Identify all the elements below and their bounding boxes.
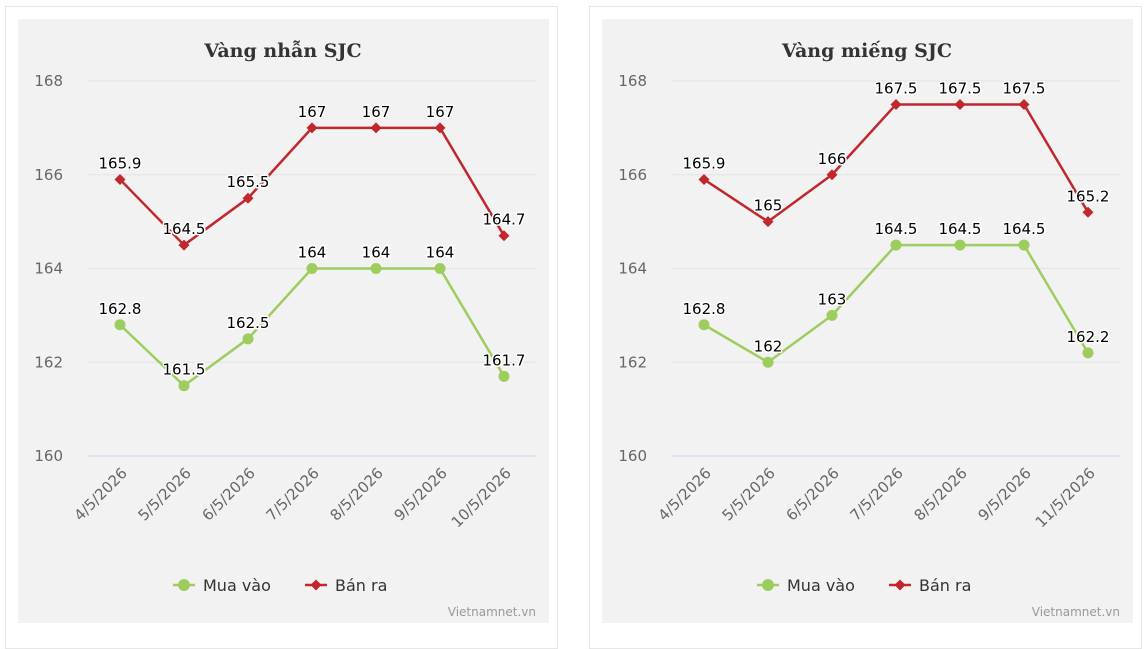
legend-marker: [894, 579, 906, 591]
chart-title: Vàng nhẫn SJC: [203, 40, 361, 62]
data-label: 165: [754, 197, 783, 215]
legend-item-ban-ra[interactable]: Bán ra: [889, 576, 971, 595]
data-label: 167.5: [875, 79, 918, 97]
data-label: 164: [298, 244, 327, 262]
y-tick-label: 166: [618, 166, 647, 184]
credits-text: Vietnamnet.vn: [1032, 605, 1120, 619]
data-label: 167: [298, 103, 327, 121]
y-tick-label: 168: [618, 72, 647, 90]
data-label: 164.7: [483, 211, 526, 229]
data-point: [698, 173, 710, 185]
y-tick-label: 168: [34, 72, 63, 90]
chart-card-vang-mieng: Vàng miếng SJC 160 162 164 166 168 4/5/2026 5/5…: [589, 6, 1142, 649]
legend-marker: [762, 579, 774, 591]
data-point: [498, 370, 510, 382]
data-label: 162.8: [683, 300, 726, 318]
data-point: [954, 239, 966, 251]
data-point: [498, 230, 510, 242]
data-label: 164.5: [163, 220, 206, 238]
data-label: 167.5: [1003, 79, 1046, 97]
data-point: [242, 333, 254, 345]
data-point: [114, 173, 126, 185]
data-point: [698, 319, 710, 331]
legend-label: Mua vào: [787, 576, 855, 595]
data-label: 161.7: [483, 351, 526, 369]
data-point: [434, 122, 446, 134]
data-label: 164.5: [875, 220, 918, 238]
legend-label: Bán ra: [335, 576, 387, 595]
data-point: [178, 239, 190, 251]
y-tick-label: 166: [34, 166, 63, 184]
data-label: 164.5: [939, 220, 982, 238]
data-label: 164.5: [1003, 220, 1046, 238]
data-point: [1018, 239, 1030, 251]
data-label: 165.5: [227, 173, 270, 191]
data-label: 164: [426, 244, 455, 262]
data-point: [890, 239, 902, 251]
chart-background: [602, 19, 1133, 623]
legend-label: Bán ra: [919, 576, 971, 595]
y-tick-label: 162: [618, 353, 647, 371]
data-point: [1018, 98, 1030, 110]
data-label: 162.2: [1067, 328, 1110, 346]
data-point: [178, 380, 190, 392]
y-tick-label: 160: [618, 447, 647, 465]
legend-item-ban-ra[interactable]: Bán ra: [305, 576, 387, 595]
y-tick-label: 164: [618, 260, 647, 278]
legend-marker: [178, 579, 190, 591]
data-point: [114, 319, 126, 331]
data-label: 162.5: [227, 314, 270, 332]
data-point: [762, 216, 774, 228]
data-label: 162: [754, 337, 783, 355]
data-point: [826, 309, 838, 321]
data-label: 165.2: [1067, 187, 1110, 205]
data-point: [306, 122, 318, 134]
credits-text: Vietnamnet.vn: [448, 605, 536, 619]
data-label: 163: [818, 290, 847, 308]
legend-marker: [310, 579, 322, 591]
data-label: 165.9: [99, 154, 142, 172]
chart-title: Vàng miếng SJC: [781, 40, 952, 62]
legend-item-mua-vao[interactable]: Mua vào: [757, 576, 855, 595]
legend-label: Mua vào: [203, 576, 271, 595]
data-label: 167: [362, 103, 391, 121]
y-tick-label: 164: [34, 260, 63, 278]
data-point: [762, 356, 774, 368]
data-point: [434, 263, 446, 274]
data-point: [1082, 347, 1094, 359]
chart-background: [18, 19, 549, 623]
data-label: 166: [818, 150, 847, 168]
y-tick-label: 160: [34, 447, 63, 465]
data-label: 165.9: [683, 154, 726, 172]
data-point: [242, 192, 254, 204]
data-point: [370, 263, 382, 274]
legend-item-mua-vao[interactable]: Mua vào: [173, 576, 271, 595]
data-label: 167: [426, 103, 455, 121]
data-label: 164: [362, 244, 391, 262]
data-label: 167.5: [939, 79, 982, 97]
data-point: [954, 98, 966, 110]
data-point: [370, 122, 382, 134]
data-point: [890, 98, 902, 110]
data-label: 161.5: [163, 361, 206, 379]
data-point: [1082, 206, 1094, 218]
data-point: [826, 169, 838, 181]
y-tick-label: 162: [34, 353, 63, 371]
chart-card-vang-nhan: Vàng nhẫn SJC 160 162 164 166 168 4/5/2026 5/5/…: [5, 6, 558, 649]
data-point: [306, 263, 318, 274]
data-label: 162.8: [99, 300, 142, 318]
